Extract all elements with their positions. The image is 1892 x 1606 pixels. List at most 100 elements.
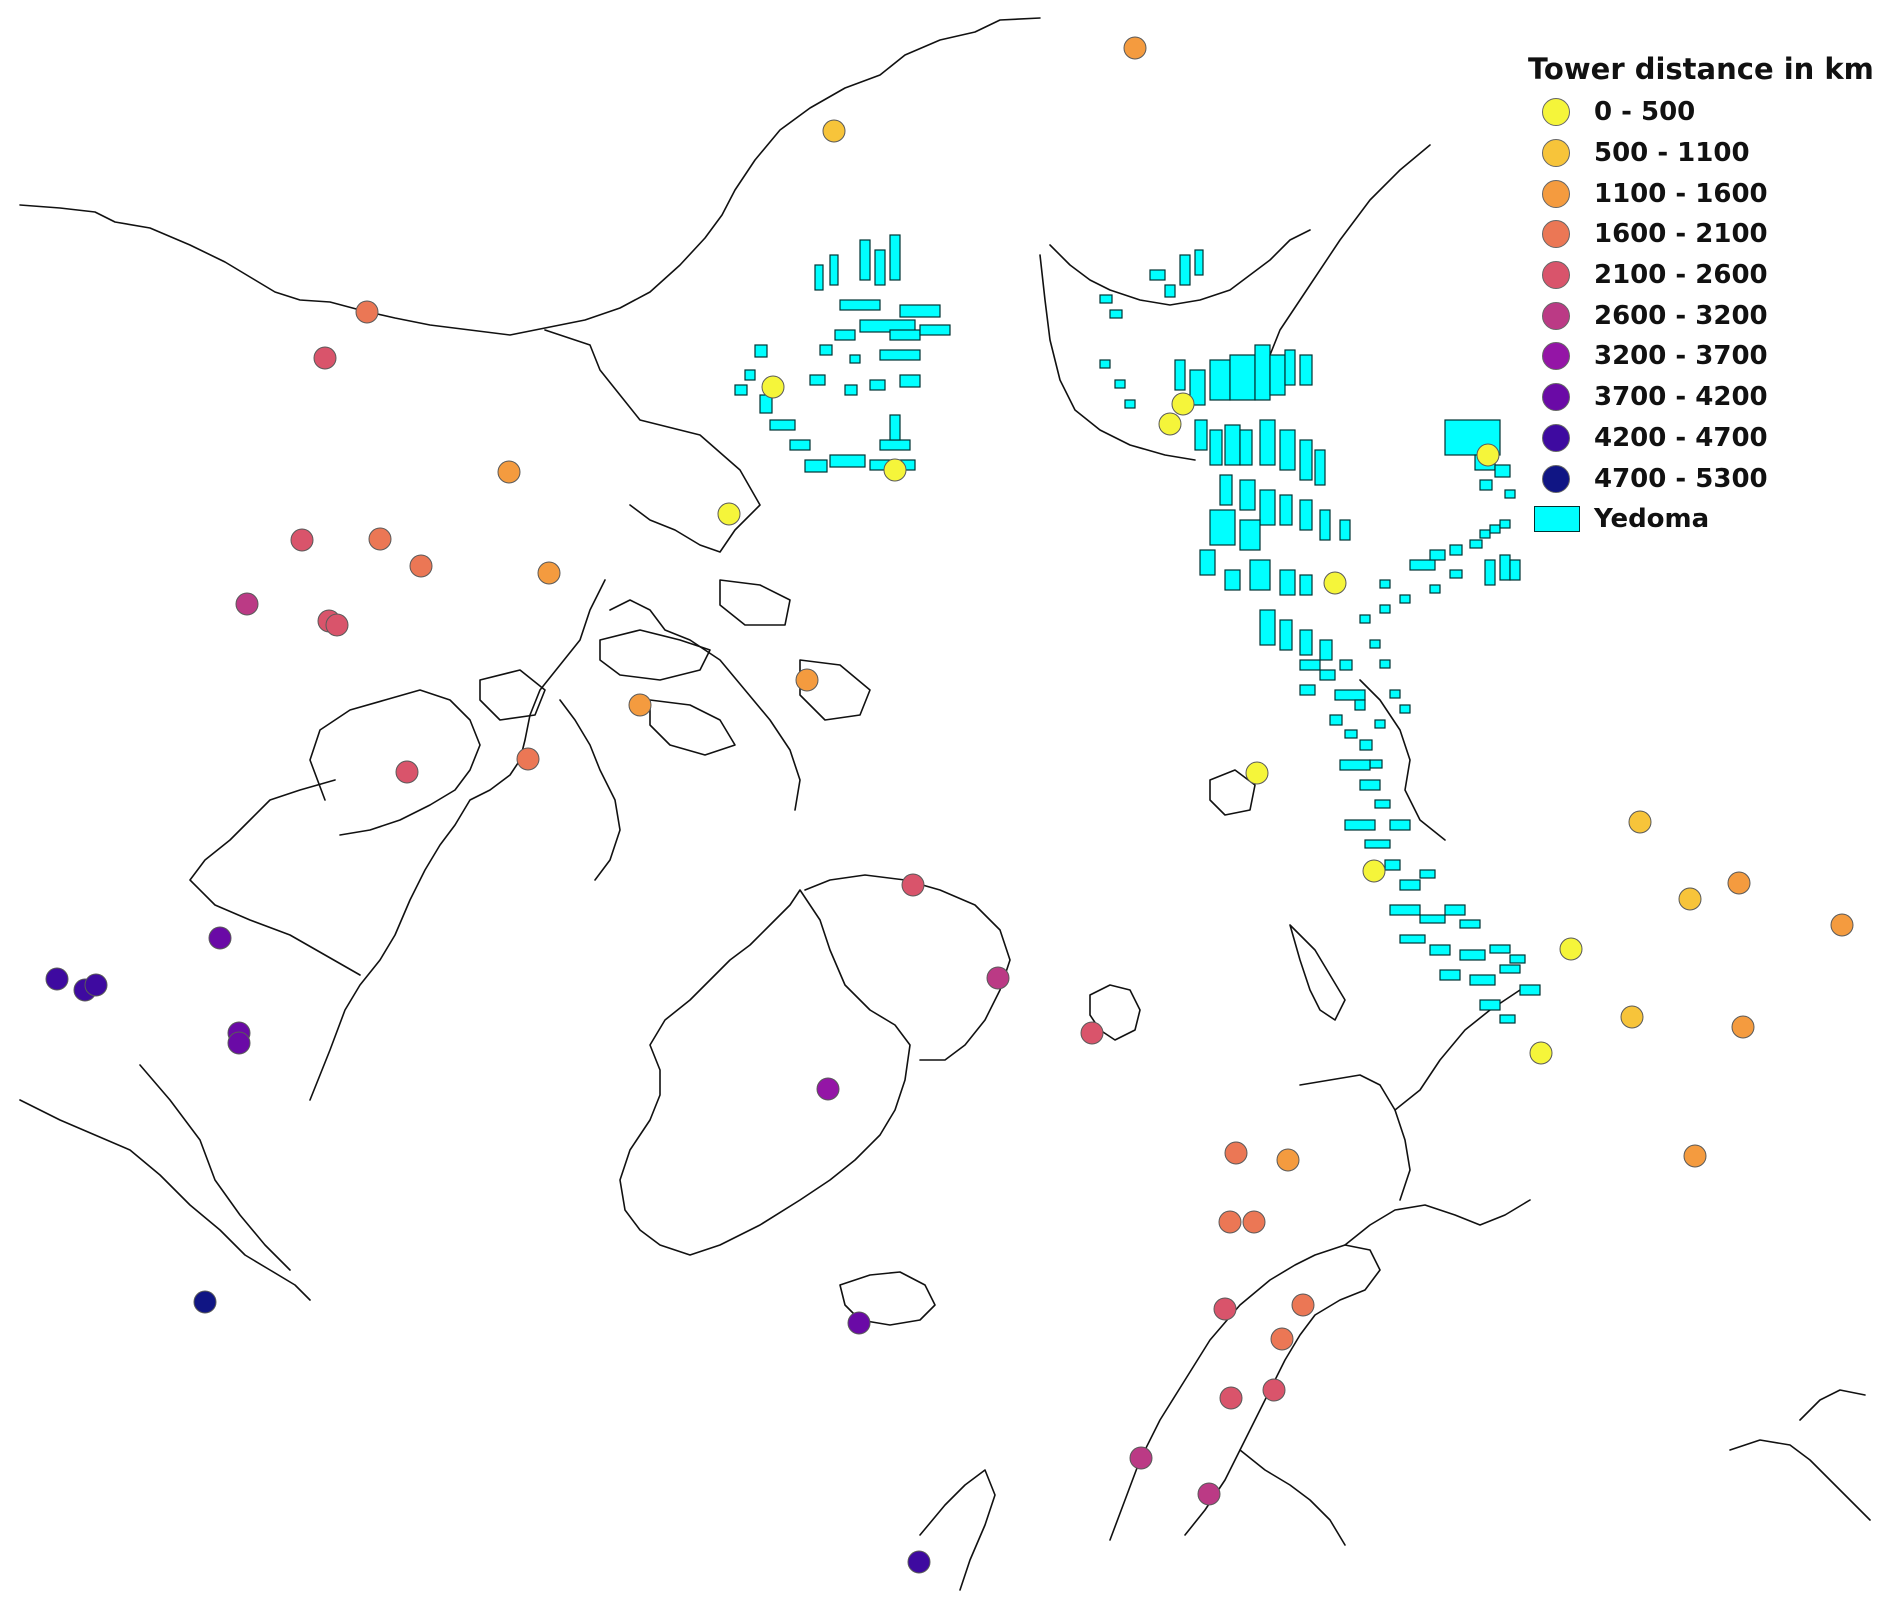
yedoma-polygon: [1399, 934, 1426, 944]
tower-site-marker[interactable]: [1123, 36, 1147, 60]
coastline: [189, 779, 361, 976]
tower-site-marker[interactable]: [84, 973, 108, 997]
yedoma-polygon: [1319, 509, 1331, 541]
tower-site-marker[interactable]: [516, 747, 540, 771]
legend-item: 4700 - 5300: [1528, 458, 1878, 499]
tower-site-marker[interactable]: [822, 119, 846, 143]
tower-site-marker[interactable]: [537, 561, 561, 585]
yedoma-polygon: [1379, 604, 1391, 614]
legend-item: 4200 - 4700: [1528, 418, 1878, 459]
yedoma-polygon: [1319, 639, 1333, 661]
tower-site-marker[interactable]: [1678, 887, 1702, 911]
coastline: [1394, 989, 1521, 1111]
yedoma-polygon: [1224, 424, 1241, 466]
tower-site-marker[interactable]: [368, 527, 392, 551]
yedoma-polygon: [1429, 584, 1441, 594]
tower-site-marker[interactable]: [1731, 1015, 1755, 1039]
coastline: [619, 889, 911, 1256]
tower-site-marker[interactable]: [497, 460, 521, 484]
tower-site-marker[interactable]: [986, 966, 1010, 990]
tower-site-marker[interactable]: [1158, 412, 1182, 436]
tower-site-marker[interactable]: [883, 458, 907, 482]
coastline: [609, 599, 801, 811]
tower-site-marker[interactable]: [1245, 761, 1269, 785]
tower-site-marker[interactable]: [325, 613, 349, 637]
tower-site-marker[interactable]: [1262, 1378, 1286, 1402]
yedoma-polygon: [744, 369, 756, 381]
tower-site-marker[interactable]: [1242, 1210, 1266, 1234]
tower-site-marker[interactable]: [901, 873, 925, 897]
tower-site-marker[interactable]: [1129, 1446, 1153, 1470]
tower-site-marker[interactable]: [235, 592, 259, 616]
tower-site-marker[interactable]: [1218, 1210, 1242, 1234]
yedoma-polygon: [1299, 574, 1313, 596]
yedoma-polygon: [1489, 524, 1501, 534]
tower-site-marker[interactable]: [717, 502, 741, 526]
legend-item: 0 - 500: [1528, 92, 1878, 133]
tower-site-marker[interactable]: [761, 375, 785, 399]
tower-site-marker[interactable]: [1362, 859, 1386, 883]
legend-item: 3200 - 3700: [1528, 336, 1878, 377]
yedoma-polygon: [1509, 954, 1526, 964]
tower-site-marker[interactable]: [1213, 1297, 1237, 1321]
tower-sites-layer[interactable]: [45, 36, 1854, 1574]
tower-site-marker[interactable]: [1559, 937, 1583, 961]
yedoma-polygon: [1269, 354, 1286, 396]
yedoma-polygon: [1254, 344, 1271, 401]
tower-site-marker[interactable]: [1224, 1141, 1248, 1165]
yedoma-polygon: [1359, 779, 1381, 791]
tower-site-marker[interactable]: [1171, 392, 1195, 416]
legend-label: 500 - 1100: [1594, 138, 1750, 169]
tower-site-marker[interactable]: [208, 926, 232, 950]
tower-site-marker[interactable]: [45, 967, 69, 991]
tower-site-marker[interactable]: [847, 1311, 871, 1335]
legend-swatch: [1542, 423, 1570, 452]
yedoma-polygon: [1399, 879, 1421, 891]
coastline: [1359, 679, 1446, 841]
tower-site-marker[interactable]: [1276, 1148, 1300, 1172]
yedoma-polygon: [1299, 659, 1321, 671]
tower-site-marker[interactable]: [1291, 1293, 1315, 1317]
tower-site-marker[interactable]: [1219, 1386, 1243, 1410]
tower-site-marker[interactable]: [1270, 1327, 1294, 1351]
tower-site-marker[interactable]: [409, 554, 433, 578]
yedoma-polygon: [1219, 474, 1233, 506]
tower-site-marker[interactable]: [1620, 1005, 1644, 1029]
tower-site-marker[interactable]: [1323, 571, 1347, 595]
tower-site-marker[interactable]: [1476, 443, 1500, 467]
legend-label: 1100 - 1600: [1594, 178, 1768, 209]
coastline: [1239, 1449, 1346, 1546]
tower-site-marker[interactable]: [795, 668, 819, 692]
tower-site-marker[interactable]: [290, 528, 314, 552]
tower-site-marker[interactable]: [1080, 1021, 1104, 1045]
yedoma-polygon: [1164, 284, 1176, 298]
yedoma-polygon: [1469, 539, 1483, 549]
tower-site-marker[interactable]: [313, 346, 337, 370]
tower-site-marker[interactable]: [395, 760, 419, 784]
tower-site-marker[interactable]: [1197, 1482, 1221, 1506]
yedoma-polygon: [1489, 944, 1511, 954]
coastline: [919, 1469, 996, 1591]
tower-site-marker[interactable]: [193, 1290, 217, 1314]
legend-item: 2100 - 2600: [1528, 255, 1878, 296]
tower-site-marker[interactable]: [227, 1031, 251, 1055]
coastline: [1344, 1199, 1531, 1246]
tower-site-marker[interactable]: [1683, 1144, 1707, 1168]
tower-site-marker[interactable]: [628, 693, 652, 717]
yedoma-polygon: [1279, 619, 1293, 651]
legend-label: 3200 - 3700: [1594, 341, 1768, 372]
tower-site-marker[interactable]: [1830, 913, 1854, 937]
tower-site-marker[interactable]: [1727, 871, 1751, 895]
tower-site-marker[interactable]: [1628, 810, 1652, 834]
tower-site-marker[interactable]: [816, 1077, 840, 1101]
legend-swatch: [1542, 464, 1570, 493]
tower-site-marker[interactable]: [907, 1550, 931, 1574]
tower-site-marker[interactable]: [355, 300, 379, 324]
yedoma-swatch: [1534, 506, 1580, 533]
yedoma-polygon: [1494, 464, 1511, 478]
coastline: [1289, 924, 1346, 1021]
yedoma-polygon: [1449, 544, 1463, 556]
yedoma-polygon: [1499, 554, 1511, 581]
tower-site-marker[interactable]: [1529, 1041, 1553, 1065]
